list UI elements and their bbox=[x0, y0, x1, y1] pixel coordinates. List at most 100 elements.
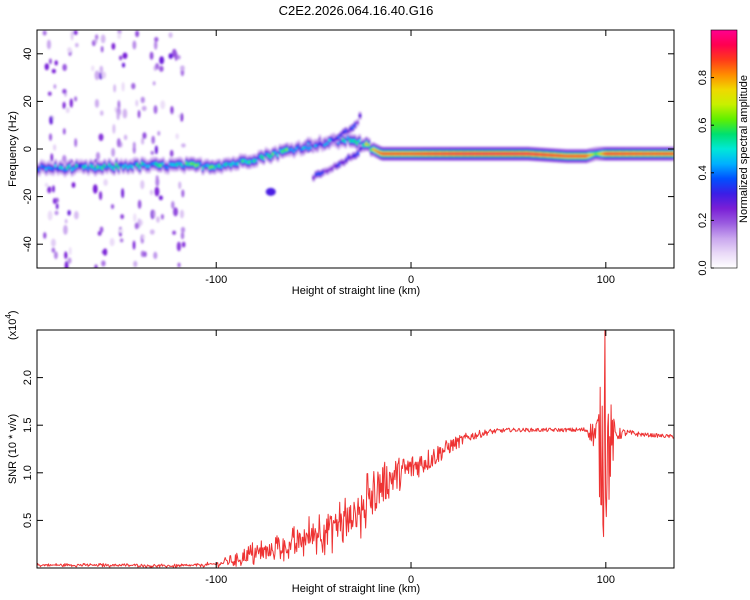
spectrogram-noise-cell bbox=[52, 185, 55, 193]
spectrogram-ridge-cell bbox=[533, 153, 537, 156]
spectrogram-noise-cell bbox=[160, 100, 166, 110]
spectrogram-ridge-cell bbox=[666, 152, 670, 155]
snr-y-axis-title: SNR (10 * v/v) bbox=[7, 414, 19, 484]
spectrogram-ridge-cell bbox=[103, 164, 107, 167]
spectrogram-ridge-cell bbox=[662, 152, 665, 155]
spectrogram-ridge-cell bbox=[82, 166, 86, 169]
spectrogram-y-tick-label: 20 bbox=[22, 95, 34, 107]
spectrogram-noise-cell bbox=[74, 211, 79, 220]
spectrogram-noise-cell bbox=[131, 82, 136, 90]
spectrogram-noise-cell bbox=[137, 199, 142, 209]
spectrogram-ridge-cell bbox=[535, 153, 539, 156]
spectrogram-noise-cell bbox=[75, 43, 79, 48]
spectrogram-ridge-cell bbox=[353, 140, 357, 143]
colorbar-tick-label: 0.6 bbox=[697, 118, 709, 133]
spectrogram-noise-cell bbox=[111, 42, 116, 50]
spectrogram-ridge-cell bbox=[295, 147, 298, 150]
spectrogram-ridge-cell bbox=[365, 142, 369, 145]
spectrogram-ridge-cell bbox=[306, 142, 310, 145]
spectrogram-noise-cell bbox=[179, 209, 184, 219]
spectrogram-noise-cell bbox=[100, 34, 106, 44]
spectrogram-ridge-cell bbox=[47, 166, 51, 169]
spectrogram-ridge-cell bbox=[402, 152, 406, 155]
spectrogram-ridge-cell bbox=[563, 155, 567, 158]
spectrogram-ridge-cell bbox=[161, 162, 165, 165]
spectrogram-ridge-cell bbox=[388, 152, 392, 155]
spectrogram-ridge-cell bbox=[129, 164, 132, 167]
spectrogram-noise-cell bbox=[155, 62, 160, 70]
spectrogram-ridge-cell bbox=[641, 152, 644, 155]
spectrogram-ridge-cell bbox=[451, 152, 455, 155]
spectrogram-noise-cell bbox=[150, 150, 155, 155]
spectrogram-ridge-cell bbox=[91, 166, 95, 169]
spectrogram-noise-cell bbox=[117, 100, 121, 110]
spectrogram-ridge-cell bbox=[374, 149, 378, 152]
spectrogram-ridge-cell bbox=[500, 152, 504, 155]
spectrogram-ridge-cell bbox=[224, 163, 228, 166]
spectrogram-branch-cell bbox=[328, 168, 332, 171]
spectrogram-branch-cell bbox=[311, 144, 315, 148]
spectrogram-branch-cell bbox=[335, 164, 339, 168]
spectrogram-noise-cell bbox=[121, 188, 125, 198]
spectrogram-ridge-cell bbox=[566, 155, 570, 158]
spectrogram-ridge-cell bbox=[206, 164, 210, 167]
spectrogram-branch-cell bbox=[351, 126, 355, 129]
snr-background bbox=[37, 330, 674, 568]
spectrogram-ridge-cell bbox=[603, 152, 607, 155]
spectrogram-ridge-cell bbox=[608, 152, 612, 155]
spectrogram-noise-cell bbox=[62, 128, 66, 135]
spectrogram-ridge-cell bbox=[379, 152, 383, 155]
spectrogram-ridge-cell bbox=[414, 152, 418, 155]
spectrogram-ridge-cell bbox=[173, 163, 177, 166]
spectrogram-ridge-cell bbox=[435, 152, 439, 155]
spectrogram-ridge-cell bbox=[175, 163, 179, 166]
spectrogram-ridge-cell bbox=[131, 166, 135, 169]
spectrogram-noise-cell bbox=[149, 229, 155, 235]
spectrogram-ridge-cell bbox=[194, 164, 198, 167]
spectrogram-ridge-cell bbox=[383, 152, 387, 155]
spectrogram-ridge-cell bbox=[493, 152, 497, 155]
spectrogram-ridge-cell bbox=[425, 152, 429, 155]
spectrogram-branch-cell bbox=[318, 142, 322, 145]
spectrogram-ridge-cell bbox=[386, 152, 390, 155]
spectrogram-ridge-cell bbox=[203, 164, 207, 167]
spectrogram-ridge-cell bbox=[140, 162, 144, 165]
spectrogram-ridge-cell bbox=[573, 155, 577, 158]
spectrogram-branch-cell bbox=[335, 137, 339, 140]
spectrogram-ridge-cell bbox=[631, 152, 635, 155]
spectrogram-noise-cell bbox=[113, 84, 116, 93]
spectrogram-noise-cell bbox=[100, 45, 104, 53]
spectrogram-ridge-cell bbox=[629, 152, 633, 155]
spectrogram-ridge-cell bbox=[75, 164, 79, 167]
spectrogram-ridge-cell bbox=[37, 168, 41, 171]
spectrogram-ridge-cell bbox=[428, 152, 432, 155]
spectrogram-branch-cell bbox=[321, 171, 325, 174]
spectrogram-branch-cell bbox=[321, 143, 324, 147]
spectrogram-ridge-cell bbox=[479, 152, 483, 155]
spectrogram-ridge-cell bbox=[421, 152, 425, 155]
spectrogram-ridge-cell bbox=[196, 163, 200, 166]
spectrogram-ridge-cell bbox=[164, 165, 167, 168]
spectrogram-noise-cell bbox=[55, 197, 59, 203]
spectrogram-ridge-cell bbox=[61, 167, 65, 170]
spectrogram-ridge-cell bbox=[182, 165, 186, 168]
spectrogram-noise-cell bbox=[64, 251, 68, 260]
spectrogram-ridge-cell bbox=[355, 142, 359, 145]
spectrogram-branch-cell bbox=[340, 161, 344, 164]
spectrogram-noise-cell bbox=[121, 62, 126, 68]
spectrogram-noise-cell bbox=[122, 52, 128, 59]
colorbar-title: Normalized spectral amplitude bbox=[738, 75, 750, 223]
spectrogram-noise-cell bbox=[154, 145, 158, 155]
spectrogram-noise-cell bbox=[159, 56, 165, 65]
spectrogram-noise-cell bbox=[74, 96, 78, 102]
spectrogram-ridge-cell bbox=[601, 152, 605, 155]
spectrogram-branch-cell bbox=[337, 163, 341, 166]
spectrogram-branch-cell bbox=[326, 169, 330, 173]
spectrogram-noise-cell bbox=[176, 241, 181, 252]
spectrogram-noise-cell bbox=[175, 133, 179, 140]
spectrogram-ridge-cell bbox=[63, 169, 67, 172]
spectrogram-noise-cell bbox=[54, 210, 59, 216]
spectrogram-ridge-cell bbox=[404, 152, 408, 155]
spectrogram-noise-cell bbox=[156, 216, 160, 223]
spectrogram-noise-cell bbox=[47, 91, 52, 96]
